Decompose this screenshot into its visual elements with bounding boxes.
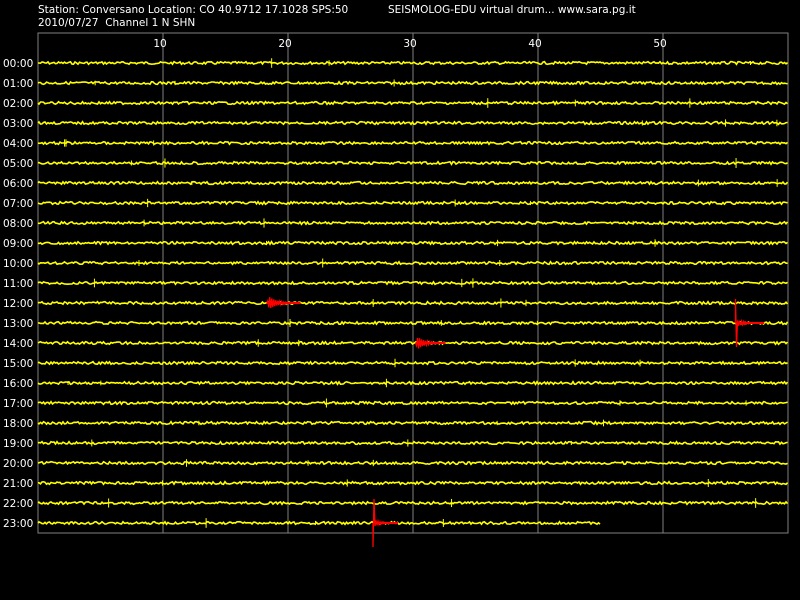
trace-line [37,400,788,406]
hour-label: 14:00 [3,338,33,350]
hour-label: 11:00 [3,278,33,290]
minute-tick-label: 20 [278,38,291,50]
hour-label: 20:00 [3,458,33,470]
station-info: Station: Conversano Location: CO 40.9712… [38,4,349,16]
hour-label: 18:00 [3,418,33,430]
trace-line [37,140,789,146]
trace-line [37,160,788,166]
trace-line [37,260,788,266]
trace-line [37,100,788,106]
trace-line [37,180,789,186]
hour-label: 01:00 [3,78,33,90]
source-info: SEISMOLOG-EDU virtual drum... www.sara.p… [388,4,636,16]
trace-line [37,240,788,246]
hour-label: 22:00 [3,498,33,510]
hour-label: 08:00 [3,218,33,230]
trace-line [37,460,788,466]
trace-line [37,200,788,206]
hour-label: 15:00 [3,358,33,370]
hour-label: 21:00 [3,478,33,490]
trace-line [37,520,601,526]
hour-label: 16:00 [3,378,33,390]
hour-label: 10:00 [3,258,33,270]
hour-label: 04:00 [3,138,33,150]
hour-label: 23:00 [3,518,33,530]
hour-label: 02:00 [3,98,33,110]
trace-line [37,440,788,446]
hour-label: 13:00 [3,318,33,330]
hour-label: 09:00 [3,238,33,250]
minute-tick-label: 50 [653,38,666,50]
hour-label: 00:00 [3,58,33,70]
hour-label: 12:00 [3,298,33,310]
trace-line [37,360,788,366]
trace-line [37,120,788,126]
trace-line [37,500,789,506]
trace-line [37,380,789,386]
hour-label: 19:00 [3,438,33,450]
hour-label: 05:00 [3,158,33,170]
hour-label: 06:00 [3,178,33,190]
minute-tick-label: 30 [403,38,416,50]
hour-label: 07:00 [3,198,33,210]
trace-line [38,60,788,66]
date-channel-info: 2010/07/27 Channel 1 N SHN [38,17,196,29]
trace-line [37,420,788,426]
trace-line [37,320,789,326]
trace-line [37,220,789,226]
trace-line [37,280,788,286]
hour-label: 17:00 [3,398,33,410]
trace-line [37,300,789,306]
hour-label: 03:00 [3,118,33,130]
trace-line [37,340,789,346]
trace-line [37,80,788,86]
minute-tick-label: 40 [528,38,541,50]
minute-tick-label: 10 [153,38,166,50]
